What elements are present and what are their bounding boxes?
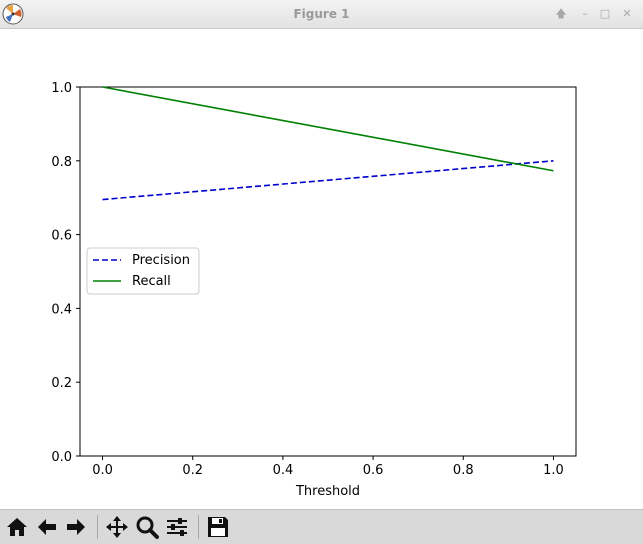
x-tick-label: 0.2 <box>182 463 203 478</box>
save-button[interactable] <box>205 514 231 540</box>
y-axis-ticks: 0.0 0.2 0.4 0.6 0.8 1.0 <box>51 81 80 465</box>
y-tick-label: 0.6 <box>51 229 72 244</box>
pan-button[interactable] <box>104 514 130 540</box>
legend-label-precision: Precision <box>132 253 190 268</box>
zoom-icon <box>136 516 159 539</box>
forward-arrow-icon <box>67 519 85 535</box>
x-axis-label: Threshold <box>295 484 360 499</box>
x-tick-label: 0.6 <box>363 463 384 478</box>
y-tick-label: 1.0 <box>51 81 72 96</box>
maximize-icon[interactable]: □ <box>599 7 611 20</box>
back-arrow-icon <box>38 519 56 535</box>
forward-button[interactable] <box>63 514 89 540</box>
series-line-recall <box>102 86 554 172</box>
app-icon <box>2 3 24 25</box>
series-lines <box>102 86 554 201</box>
pin-icon[interactable]: 🡅 <box>555 7 567 20</box>
zoom-button[interactable] <box>134 514 160 540</box>
configure-subplots-button[interactable] <box>164 514 190 540</box>
legend-label-recall: Recall <box>132 274 171 289</box>
subplots-config-icon <box>167 518 187 536</box>
toolbar-separator <box>97 515 98 539</box>
back-button[interactable] <box>34 514 60 540</box>
x-tick-label: 1.0 <box>543 463 564 478</box>
close-icon[interactable]: ✕ <box>622 7 632 20</box>
home-button[interactable] <box>4 514 30 540</box>
y-tick-label: 0.8 <box>51 155 72 170</box>
legend: Precision Recall <box>86 247 200 295</box>
toolbar-separator <box>198 515 199 539</box>
save-icon <box>208 517 228 537</box>
navigation-toolbar <box>0 509 643 544</box>
pan-icon <box>106 516 128 538</box>
window-title: Figure 1 <box>293 7 350 21</box>
y-tick-label: 0.4 <box>51 302 72 317</box>
x-tick-label: 0.4 <box>273 463 294 478</box>
x-tick-label: 0.8 <box>453 463 474 478</box>
figure-canvas[interactable]: 0.0 0.2 0.4 0.6 0.8 1.0 0.0 0.2 0.4 0.6 0.8 1.0 Th… <box>0 29 643 509</box>
home-icon <box>7 518 27 536</box>
line-chart: 0.0 0.2 0.4 0.6 0.8 1.0 0.0 0.2 0.4 0.6 0.8 1.0 Th… <box>51 81 577 499</box>
x-tick-label: 0.0 <box>92 463 113 478</box>
x-axis-ticks: 0.0 0.2 0.4 0.6 0.8 1.0 <box>92 456 564 478</box>
series-line-precision <box>102 160 554 201</box>
y-tick-label: 0.2 <box>51 376 72 391</box>
title-bar: Figure 1 🡅 – □ ✕ <box>0 0 643 29</box>
minimize-icon[interactable]: – <box>582 7 588 20</box>
y-tick-label: 0.0 <box>51 450 72 465</box>
